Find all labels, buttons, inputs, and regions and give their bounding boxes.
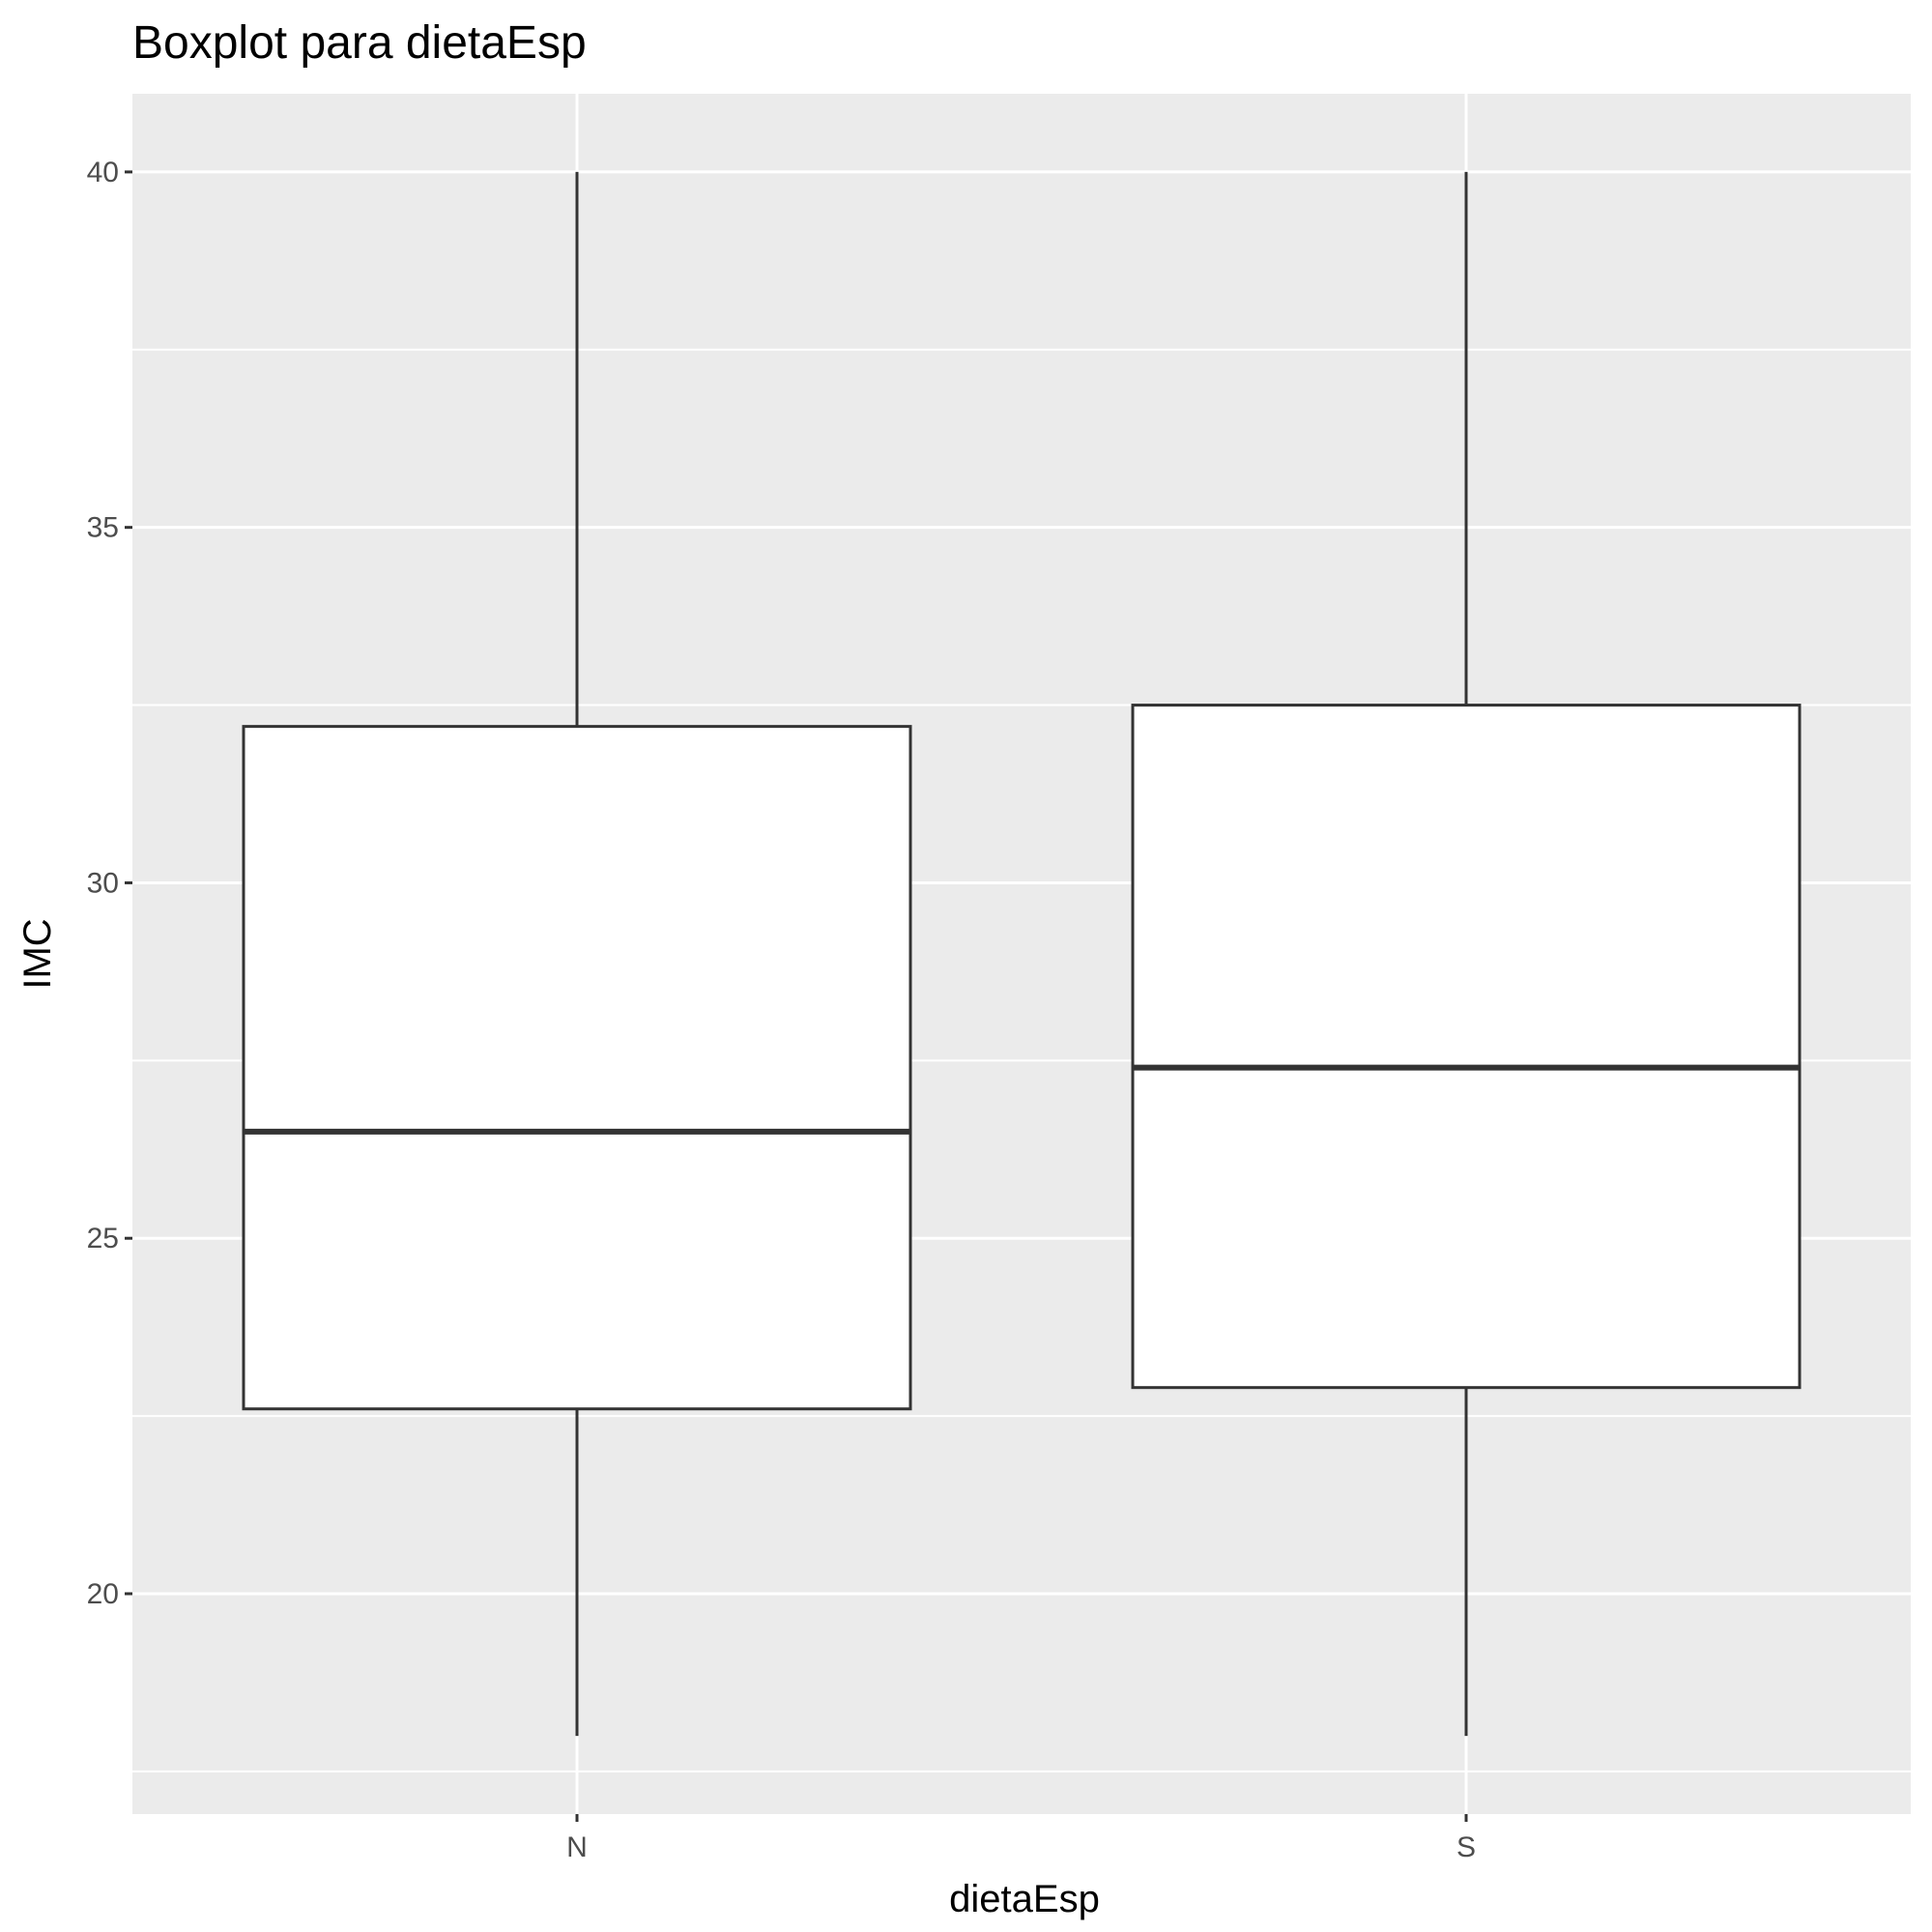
y-tick-label: 30 — [87, 867, 119, 899]
box-series — [242, 171, 1802, 1737]
x-axis-title: dietaEsp — [949, 1878, 1100, 1920]
x-tick-label: N — [566, 1831, 588, 1863]
y-tick-label: 25 — [87, 1223, 119, 1254]
y-axis: 20 25 30 35 40 — [87, 157, 132, 1610]
y-axis-title: IMC — [16, 918, 59, 989]
box-iqr — [242, 725, 912, 1411]
box-s — [1131, 171, 1802, 1737]
chart-title: Boxplot para dietaEsp — [132, 17, 587, 69]
x-tick-label: S — [1456, 1831, 1476, 1863]
box-n — [242, 171, 912, 1737]
y-tick-label: 20 — [87, 1578, 119, 1610]
box-iqr — [1131, 704, 1802, 1390]
y-tick-label: 35 — [87, 512, 119, 544]
y-tick-label: 40 — [87, 157, 119, 188]
